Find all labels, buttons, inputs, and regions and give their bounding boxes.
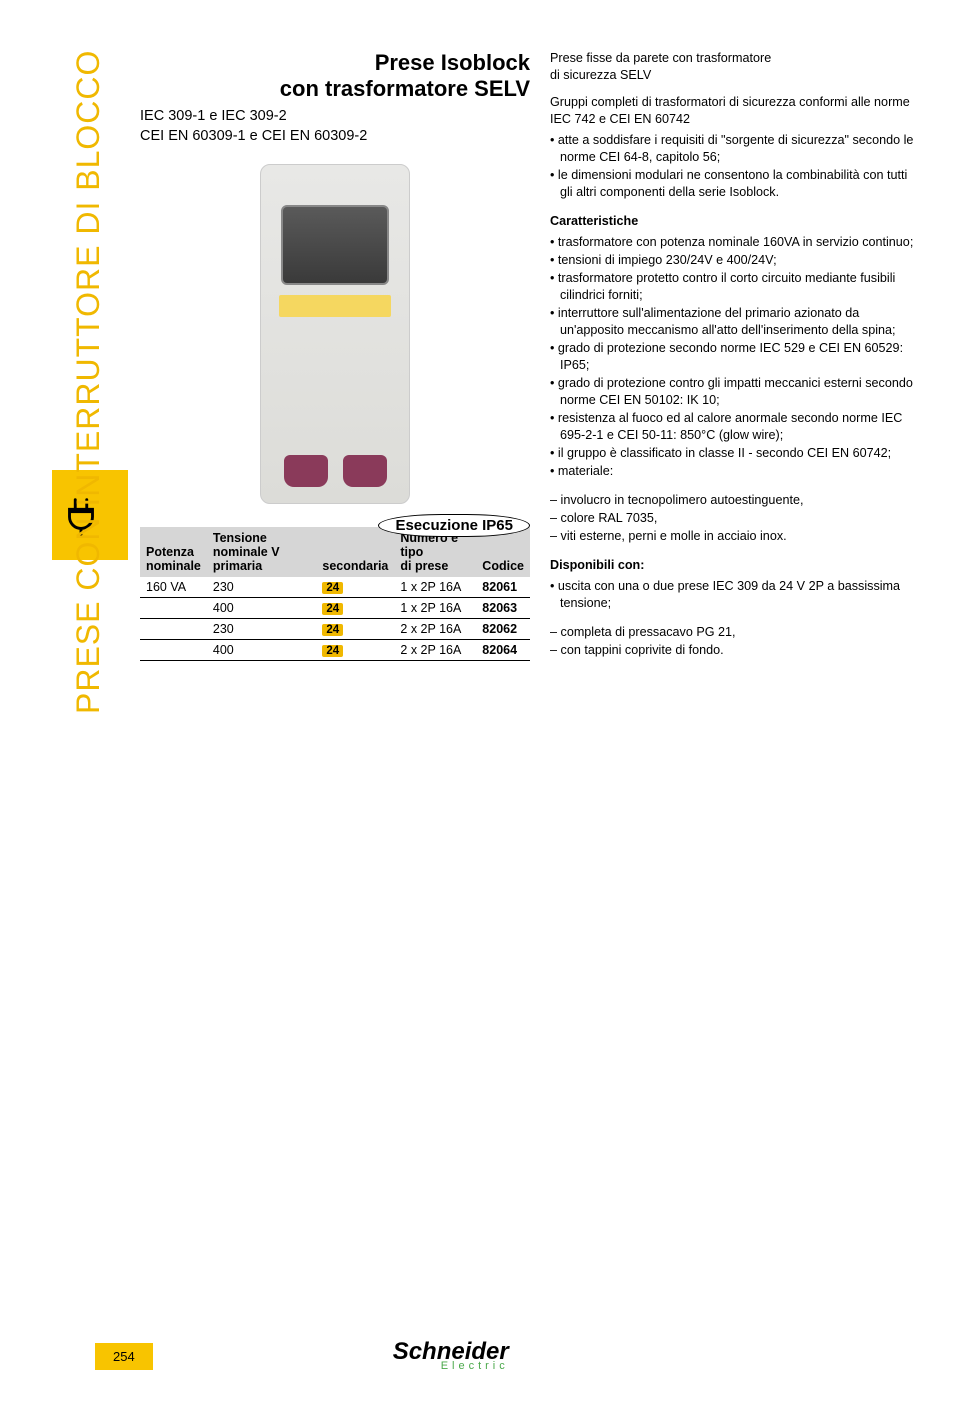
list-item: interruttore sull'alimentazione del prim… — [550, 305, 920, 339]
product-image — [260, 164, 410, 504]
left-column: Prese Isoblock con trasformatore SELV IE… — [140, 50, 530, 671]
list-item: colore RAL 7035, — [550, 510, 920, 527]
table-row: 230242 x 2P 16A82062 — [140, 619, 530, 640]
vertical-category-title: PRESE CON INTERRUTTORE DI BLOCCO — [70, 50, 116, 750]
list-item: grado di protezione secondo norme IEC 52… — [550, 340, 920, 374]
caratteristiche-list: trasformatore con potenza nominale 160VA… — [550, 234, 920, 480]
page-number: 254 — [95, 1343, 153, 1370]
page-title-line2: con trasformatore SELV — [140, 76, 530, 102]
standard-ref-1: IEC 309-1 e IEC 309-2 — [140, 108, 530, 124]
right-column: Prese fisse da parete con trasformatore … — [550, 50, 920, 671]
brand-logo: Schneider Electric — [393, 1341, 509, 1372]
catalog-page: PRESE CON INTERRUTTORE DI BLOCCO Prese I… — [0, 0, 960, 1412]
list-item: viti esterne, perni e molle in acciaio i… — [550, 528, 920, 545]
caratteristiche-title: Caratteristiche — [550, 213, 920, 230]
list-item: grado di protezione contro gli impatti m… — [550, 375, 920, 409]
list-item: con tappini coprivite di fondo. — [550, 642, 920, 659]
list-item: uscita con una o due prese IEC 309 da 24… — [550, 578, 920, 612]
title-block: Prese Isoblock con trasformatore SELV — [140, 50, 530, 102]
list-item: trasformatore protetto contro il corto c… — [550, 270, 920, 304]
list-item: resistenza al fuoco ed al calore anormal… — [550, 410, 920, 444]
lead-text: Prese fisse da parete con trasformatore … — [550, 50, 920, 84]
product-table: Potenza nominale Tensione nominale V pri… — [140, 527, 530, 661]
list-item: involucro in tecnopolimero autoestinguen… — [550, 492, 920, 509]
disponibili-dash-list: completa di pressacavo PG 21,con tappini… — [550, 624, 920, 659]
table-row: 400241 x 2P 16A82063 — [140, 598, 530, 619]
list-item: atte a soddisfare i requisiti di "sorgen… — [550, 132, 920, 166]
list-item: materiale: — [550, 463, 920, 480]
list-item: completa di pressacavo PG 21, — [550, 624, 920, 641]
page-title-line1: Prese Isoblock — [140, 50, 530, 76]
list-item: tensioni di impiego 230/24V e 400/24V; — [550, 252, 920, 269]
product-window — [281, 205, 389, 285]
table-row: 160 VA230241 x 2P 16A82061 — [140, 577, 530, 598]
materiale-list: involucro in tecnopolimero autoestinguen… — [550, 492, 920, 545]
footer: 254 Schneider Electric — [0, 1341, 960, 1372]
standard-ref-2: CEI EN 60309-1 e CEI EN 60309-2 — [140, 128, 530, 144]
list-item: le dimensioni modulari ne consentono la … — [550, 167, 920, 201]
product-sockets — [276, 455, 394, 495]
intro-text: Gruppi completi di trasformatori di sicu… — [550, 94, 920, 128]
table-body: 160 VA230241 x 2P 16A82061400241 x 2P 16… — [140, 577, 530, 661]
product-warning-label — [279, 295, 391, 317]
disponibili-list: uscita con una o due prese IEC 309 da 24… — [550, 578, 920, 612]
table-row: 400242 x 2P 16A82064 — [140, 640, 530, 661]
main-content: Prese Isoblock con trasformatore SELV IE… — [140, 50, 920, 671]
disponibili-title: Disponibili con: — [550, 557, 920, 574]
execution-badge: Esecuzione IP65 — [140, 514, 530, 537]
list-item: il gruppo è classificato in classe II - … — [550, 445, 920, 462]
list-item: trasformatore con potenza nominale 160VA… — [550, 234, 920, 251]
intro-bullets: atte a soddisfare i requisiti di "sorgen… — [550, 132, 920, 201]
